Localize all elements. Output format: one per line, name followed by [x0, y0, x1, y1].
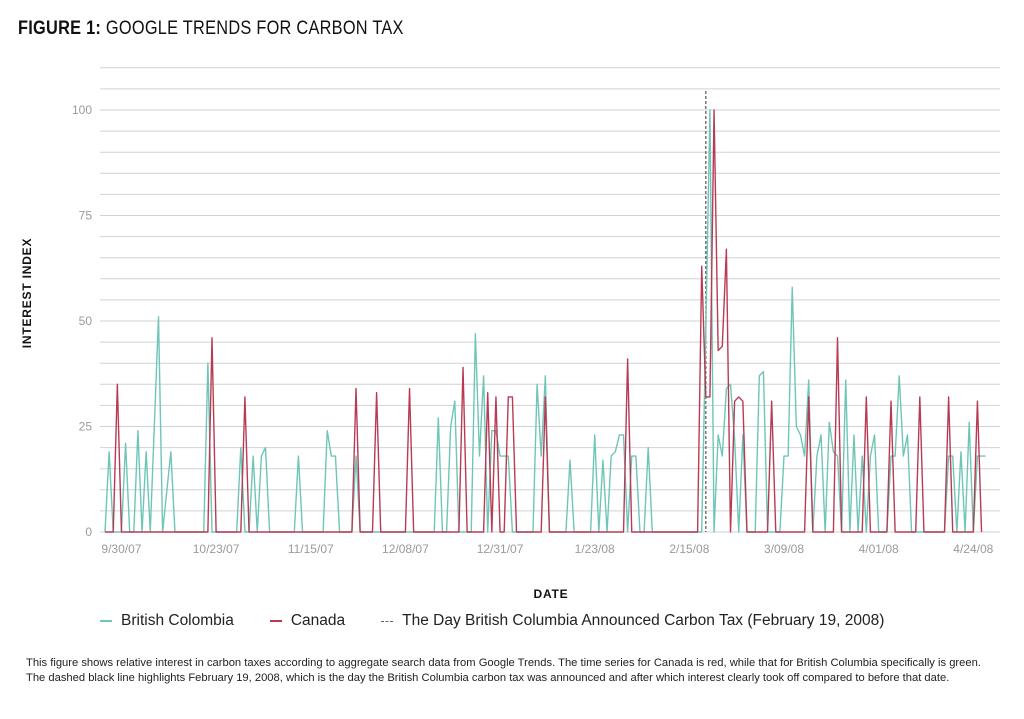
- x-tick-label: 1/23/08: [575, 542, 615, 556]
- figure-title-text: GOOGLE TRENDS FOR CARBON TAX: [105, 18, 404, 39]
- legend-label-announce: The Day British Columbia Announced Carbo…: [402, 612, 885, 629]
- legend-item-canada: Canada: [269, 612, 346, 630]
- y-tick-label: 100: [72, 103, 92, 117]
- legend-item-announce: The Day British Columbia Announced Carbo…: [381, 612, 884, 630]
- y-tick-label: 75: [79, 209, 93, 223]
- y-tick-label: 25: [79, 420, 93, 434]
- figure-title: FIGURE 1: GOOGLE TRENDS FOR CARBON TAX: [18, 18, 404, 40]
- legend-swatch-canada: [269, 620, 282, 622]
- grid-lines: [100, 67, 1000, 533]
- x-tick-label: 9/30/07: [101, 542, 141, 556]
- y-tick-labels: 0 25 50 75 100: [72, 103, 92, 539]
- trends-line-chart: 0 25 50 75 100 9/30/07 10/23/07 11/15/07 12/08/…: [20, 67, 1000, 601]
- series-line-bc: [104, 109, 986, 533]
- figure-title-prefix: FIGURE 1:: [18, 18, 102, 39]
- y-tick-label: 0: [85, 525, 92, 539]
- x-tick-label: 4/24/08: [953, 542, 993, 556]
- x-tick-label: 3/09/08: [764, 542, 804, 556]
- series-lines: [104, 109, 986, 533]
- x-tick-label: 12/08/07: [382, 542, 429, 556]
- legend-swatch-bc: [100, 620, 112, 622]
- x-tick-label: 4/01/08: [859, 542, 899, 556]
- figure-caption: This figure shows relative interest in c…: [26, 657, 981, 684]
- x-tick-label: 2/15/08: [669, 542, 709, 556]
- series-line-canada: [105, 109, 983, 533]
- y-axis-label: INTEREST INDEX: [20, 238, 34, 349]
- legend-label-canada: Canada: [290, 612, 346, 629]
- x-tick-label: 10/23/07: [193, 542, 240, 556]
- chart-legend: British Colombia Canada The Day British …: [100, 612, 920, 630]
- legend-swatch-announce: [381, 620, 394, 622]
- x-tick-label: 11/15/07: [288, 542, 334, 556]
- legend-label-bc: British Colombia: [121, 612, 234, 629]
- x-tick-label: 12/31/07: [477, 542, 524, 556]
- x-tick-labels: 9/30/07 10/23/07 11/15/07 12/08/07 12/31/07 1…: [101, 542, 993, 556]
- legend-item-bc: British Colombia: [100, 612, 234, 630]
- y-tick-label: 50: [79, 314, 93, 328]
- x-axis-label: DATE: [534, 587, 569, 601]
